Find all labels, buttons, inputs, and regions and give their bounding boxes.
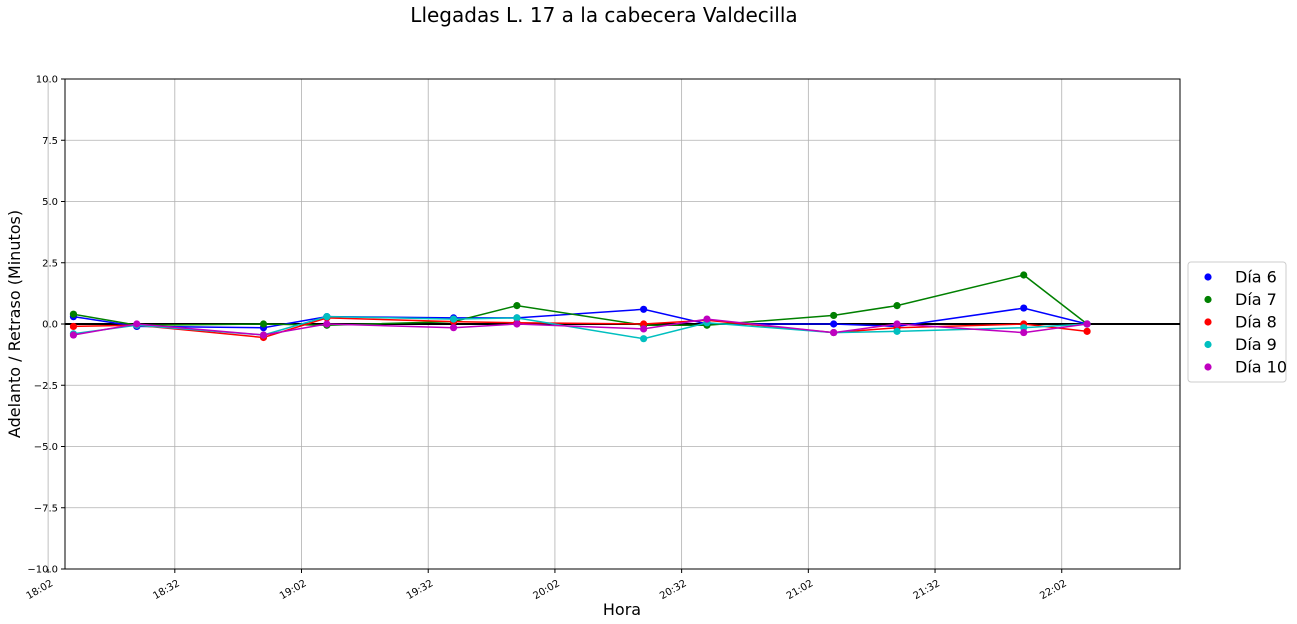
series-line [73,307,1088,329]
x-tick-label: 22:02 [1038,578,1068,602]
y-tick-label: 0.0 [42,320,58,331]
legend-box [1187,261,1287,383]
y-tick-label: −5.0 [34,442,58,453]
legend-label: Día 10 [1235,358,1287,377]
chart-title: Llegadas L. 17 a la cabecera Valdecilla [410,3,797,27]
data-point [640,305,648,313]
data-point [69,310,78,318]
legend-marker [1204,295,1212,304]
data-point [830,328,838,337]
data-point [449,324,458,332]
data-point [69,322,78,331]
y-tick-label: 2.5 [42,258,58,269]
data-point [1020,304,1028,312]
y-tick-label: 10.0 [36,75,58,86]
x-tick-label: 20:02 [531,578,561,602]
data-point [703,315,711,323]
legend-label: Día 7 [1235,290,1277,309]
legend-label: Día 8 [1235,313,1277,332]
legend: Día 6 Día 7 Día 8 Día 9 Día 10 [1187,261,1287,383]
x-tick-label: 19:32 [405,578,435,602]
data-point [259,320,268,328]
y-tick-label: 7.5 [42,136,58,147]
series-line [73,318,1088,336]
x-tick-label: 18:32 [151,578,181,602]
data-point [513,302,521,310]
x-tick-label: 20:32 [658,578,688,602]
x-tick-label: 21:02 [785,578,815,602]
data-point [513,314,521,322]
data-point [893,320,901,328]
x-tick-label: 18:02 [25,578,55,602]
y-tick-label: −7.5 [34,503,58,514]
y-tick-label: 5.0 [42,197,58,208]
data-point [449,315,458,323]
data-point [640,335,648,343]
series-line [73,274,1088,326]
data-point [1083,327,1091,335]
data-point [513,320,521,328]
x-axis-label: Hora [603,600,641,619]
y-axis: −10.0 −7.5 −5.0 −2.5 0.0 2.5 5.0 7.5 10.0 [27,75,65,576]
data-point [830,311,838,320]
data-point [830,320,838,328]
y-axis-label: Adelanto / Retraso (Minutos) [5,210,24,438]
series-layer [69,271,1091,343]
data-point [1083,320,1091,328]
data-point [133,320,141,328]
y-tick-label: −2.5 [34,381,58,392]
legend-label: Día 6 [1235,268,1277,287]
series-line [73,317,1088,339]
series-d-a-10 [69,315,1091,339]
y-tick-label: −10.0 [27,565,58,576]
data-point [259,331,268,339]
data-point [893,302,901,310]
legend-marker [1204,318,1212,326]
data-point [1020,328,1028,337]
legend-label: Día 9 [1235,335,1277,354]
x-tick-label: 21:32 [912,578,942,602]
data-point [323,320,331,328]
legend-marker [1204,340,1212,349]
data-point [69,331,78,339]
legend-marker [1204,273,1212,281]
data-point [1020,271,1028,279]
data-point [323,313,331,321]
data-point [640,325,648,333]
x-axis: 18:02 18:32 19:02 19:32 20:02 20:32 21:02 21:32… [25,569,1069,602]
data-point [893,327,901,335]
legend-marker [1204,363,1212,371]
x-tick-label: 19:02 [278,578,308,602]
